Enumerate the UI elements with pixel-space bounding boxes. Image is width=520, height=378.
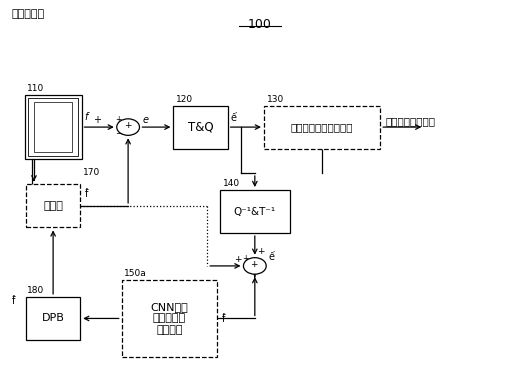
Text: f̂: f̂ xyxy=(13,296,17,307)
Text: e: e xyxy=(142,115,149,125)
Bar xyxy=(26,184,80,228)
Text: 150a: 150a xyxy=(124,269,147,278)
Text: +: + xyxy=(242,254,248,263)
Text: +: + xyxy=(93,115,101,125)
Bar xyxy=(122,280,217,357)
Text: +: + xyxy=(257,247,265,256)
Circle shape xyxy=(243,258,266,274)
Text: ế: ế xyxy=(269,252,275,262)
Text: 170: 170 xyxy=(83,168,100,177)
Text: 110: 110 xyxy=(27,84,45,93)
Bar xyxy=(26,297,80,340)
Text: T&Q: T&Q xyxy=(188,121,213,133)
Text: f̂: f̂ xyxy=(85,189,89,198)
Text: 180: 180 xyxy=(27,286,44,295)
Bar xyxy=(28,98,78,156)
Text: −: − xyxy=(115,129,122,138)
Bar xyxy=(34,102,72,152)
Text: +: + xyxy=(124,121,132,130)
Text: f: f xyxy=(84,112,87,122)
Text: 100: 100 xyxy=(248,18,272,31)
Text: 120: 120 xyxy=(176,95,193,104)
Text: ế: ế xyxy=(230,113,236,124)
Text: 140: 140 xyxy=(223,179,240,188)
Bar xyxy=(173,105,228,149)
Text: CNN基盤
インループ
フィルタ: CNN基盤 インループ フィルタ xyxy=(151,302,188,335)
Circle shape xyxy=(116,119,139,135)
Text: +: + xyxy=(115,115,122,124)
Text: ビットストリーム: ビットストリーム xyxy=(385,116,435,126)
Text: エントロピー符号化部: エントロピー符号化部 xyxy=(291,122,353,132)
Text: +: + xyxy=(251,260,258,269)
Text: 予測部: 予測部 xyxy=(43,201,63,211)
Text: DPB: DPB xyxy=(42,313,64,324)
Text: 『図２Ａ』: 『図２Ａ』 xyxy=(12,9,45,19)
Text: +: + xyxy=(234,255,242,264)
Bar xyxy=(264,105,380,149)
Text: Q⁻¹&T⁻¹: Q⁻¹&T⁻¹ xyxy=(234,206,276,217)
Bar xyxy=(220,190,290,233)
Text: 130: 130 xyxy=(266,95,284,104)
Bar xyxy=(24,95,82,159)
Text: f̂: f̂ xyxy=(223,314,226,324)
